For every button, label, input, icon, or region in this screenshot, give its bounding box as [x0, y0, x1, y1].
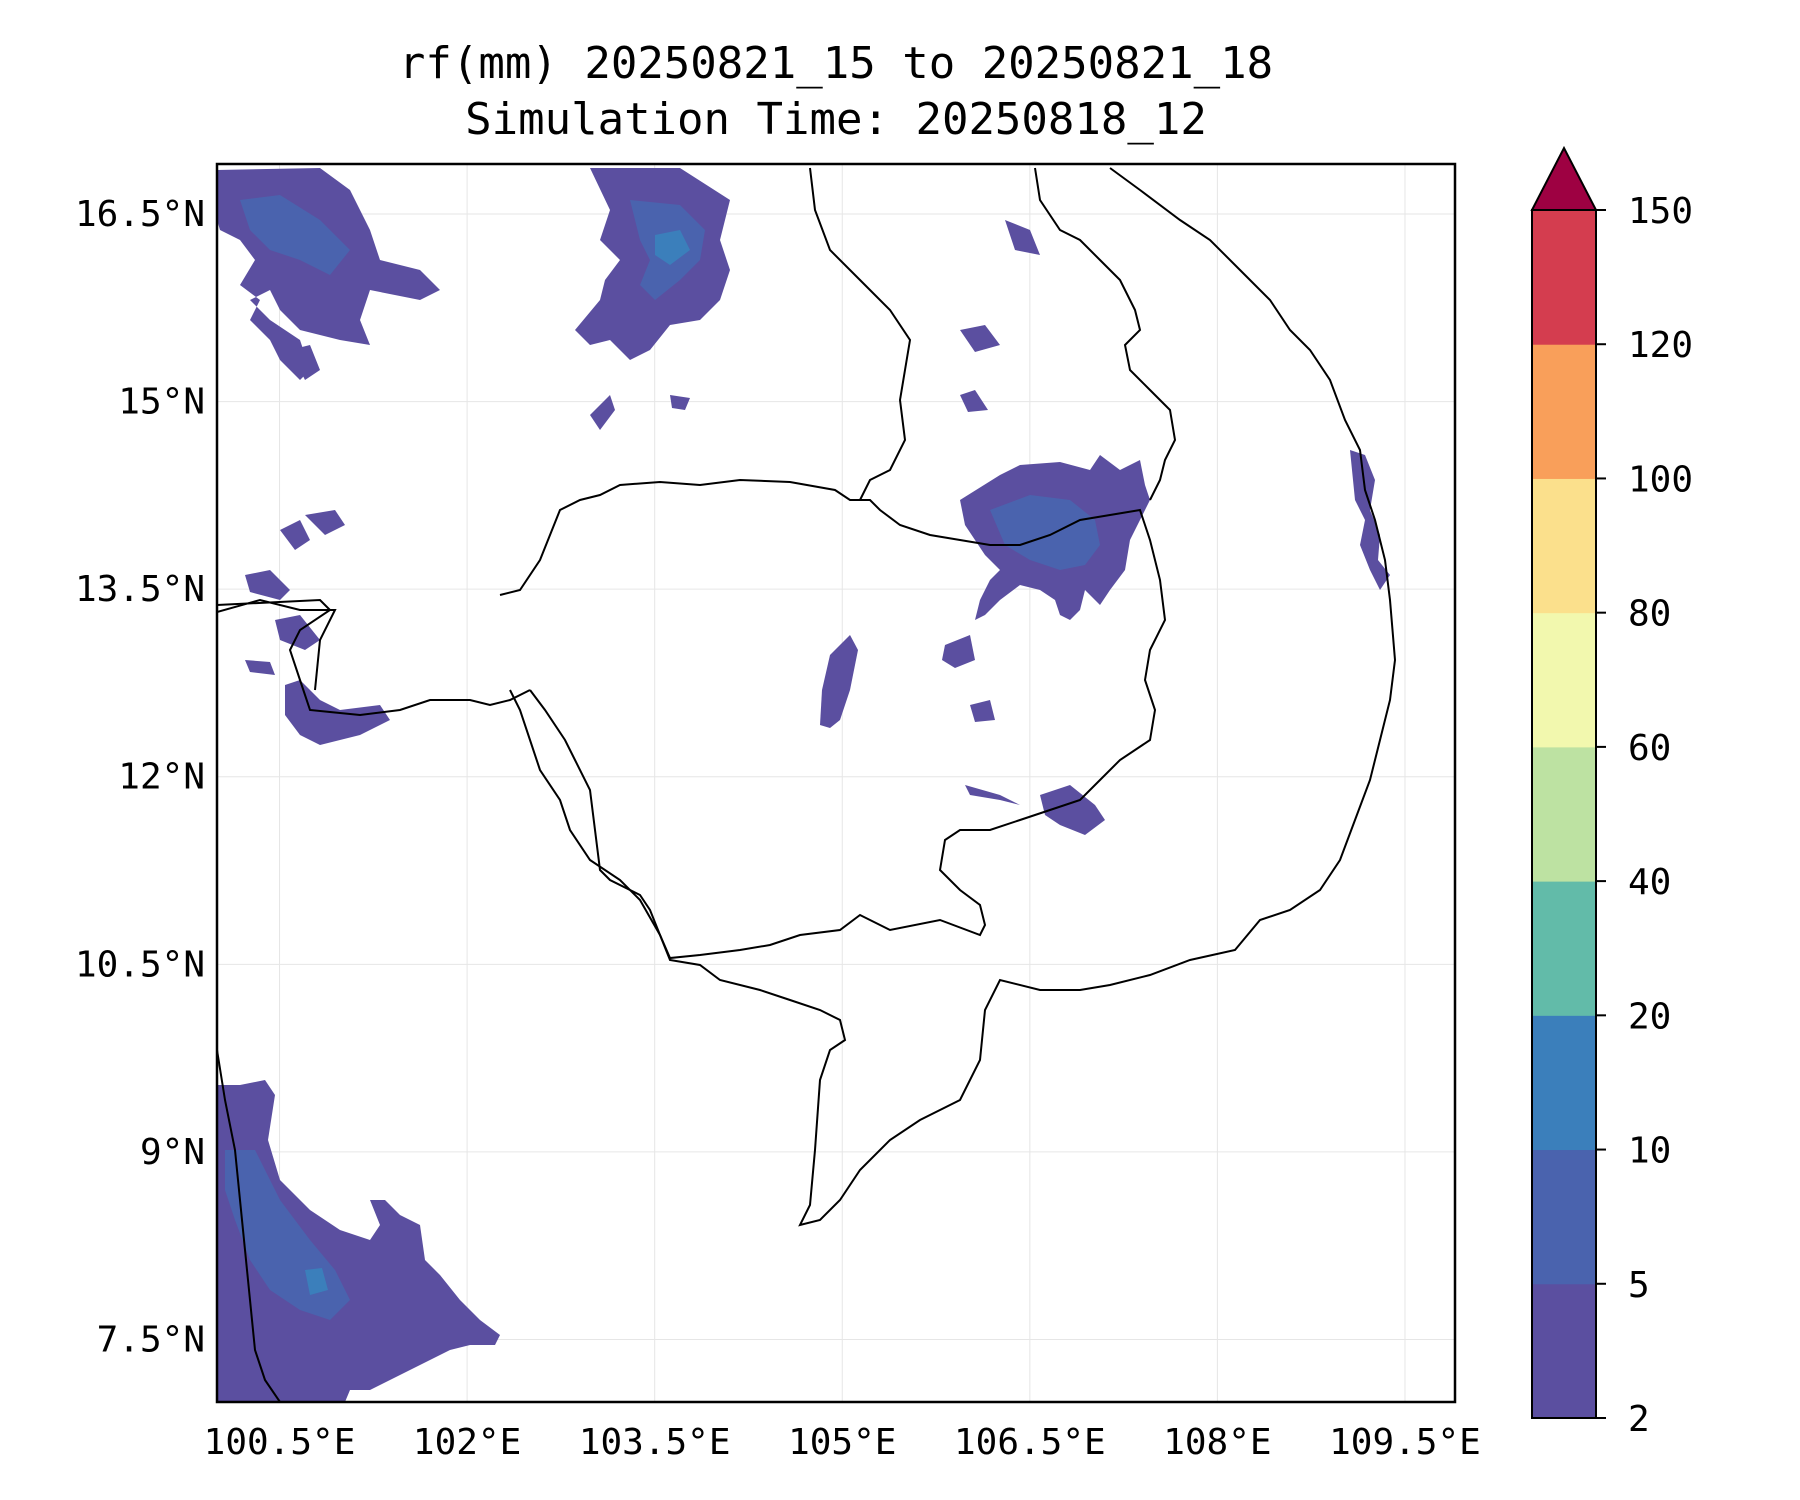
rainfall-area-west-3: [245, 570, 290, 600]
x-tick-label: 109.5°E: [1329, 1422, 1481, 1463]
y-tick-label: 13.5°N: [75, 569, 205, 610]
rainfall-patch-5: [670, 395, 690, 410]
colorbar-tick-label: 60: [1628, 728, 1671, 769]
border-cambodia: [499, 478, 1167, 960]
colorbar-tick-label: 150: [1628, 191, 1693, 232]
colorbar-segment: [1532, 746, 1596, 882]
border-thailand-myanmar: [217, 598, 337, 691]
colorbar-segment: [1532, 478, 1596, 614]
y-tick-label: 16.5°N: [75, 194, 205, 235]
rainfall-patch-4: [590, 395, 615, 430]
colorbar-segment: [1532, 881, 1596, 1016]
colorbar: 2 5 10 20 40 60 80 100 120 150: [1530, 145, 1693, 1440]
gridlines: [217, 164, 1455, 1402]
rainfall-area-southern-peninsula-peak: [305, 1268, 328, 1295]
y-tick-label: 12°N: [118, 757, 205, 798]
colorbar-tick-label: 100: [1628, 459, 1693, 500]
map-background: [217, 164, 1455, 1402]
colorbar-segment: [1532, 344, 1596, 479]
rainfall-area-vietnam-coast: [1350, 450, 1390, 590]
colorbar-ticks: 2 5 10 20 40 60 80 100 120 150: [1596, 191, 1693, 1440]
rainfall-area-southern-peninsula: [217, 1080, 500, 1402]
rainfall-area-west-1: [280, 520, 310, 550]
title-line-1: rf(mm) 20250821_15 to 20250821_18: [399, 38, 1273, 89]
coastline-peninsula: [217, 1049, 281, 1402]
colorbar-tick-label: 120: [1628, 325, 1693, 366]
y-tick-label: 7.5°N: [97, 1319, 205, 1360]
colorbar-segments: [1532, 210, 1596, 1419]
colorbar-tick-label: 10: [1628, 1131, 1671, 1172]
colorbar-tick-label: 40: [1628, 862, 1671, 903]
colorbar-segment: [1532, 1283, 1596, 1419]
y-tick-label: 15°N: [118, 382, 205, 423]
y-tick-label: 10.5°N: [75, 944, 205, 985]
rainfall-area-east-cambodia-1: [942, 635, 975, 668]
rainfall-area-north-central-peak: [655, 230, 690, 265]
rainfall-area-east-cambodia-4: [1040, 785, 1105, 835]
figure-title: rf(mm) 20250821_15 to 20250821_18 Simula…: [399, 38, 1273, 145]
rainfall-patch-1: [1005, 220, 1040, 255]
colorbar-segment: [1532, 612, 1596, 748]
map-frame: [215, 162, 1457, 1404]
colorbar-segment: [1532, 210, 1596, 345]
y-tick-label: 9°N: [140, 1132, 205, 1173]
x-tick-label: 100.5°E: [204, 1422, 356, 1463]
x-axis-ticks: 100.5°E 102°E 103.5°E 105°E 106.5°E 108°E 109.…: [204, 1422, 1481, 1463]
rainfall-area-central-cambodia: [820, 635, 858, 728]
rainfall-area-west-4: [275, 615, 320, 650]
border-laos-thailand: [809, 167, 912, 501]
rainfall-area-west-5: [245, 660, 275, 675]
rainfall-overlay: [217, 168, 1390, 1402]
colorbar-segment: [1532, 1149, 1596, 1285]
border-laos-vietnam: [1034, 167, 1177, 501]
colorbar-frame: [1531, 209, 1597, 1419]
x-tick-label: 103.5°E: [579, 1422, 731, 1463]
colorbar-tick-label: 20: [1628, 996, 1671, 1037]
rainfall-patch-3: [960, 390, 988, 412]
rainfall-patch-2: [960, 325, 1000, 352]
coastline-and-borders: [217, 167, 1397, 1402]
colorbar-tick-label: 5: [1628, 1265, 1650, 1306]
rainfall-area-west-2: [305, 510, 345, 535]
rainfall-area-se-laos-core: [990, 495, 1100, 570]
y-axis-ticks: 16.5°N 15°N 13.5°N 12°N 10.5°N 9°N 7.5°N: [75, 194, 205, 1360]
rainfall-area-nw-small: [290, 345, 320, 380]
colorbar-segment: [1532, 1015, 1596, 1151]
title-line-2: Simulation Time: 20250818_12: [465, 94, 1207, 145]
map-panel: [215, 162, 1457, 1404]
x-tick-label: 106.5°E: [954, 1422, 1106, 1463]
x-tick-label: 105°E: [788, 1422, 896, 1463]
rainfall-area-east-cambodia-2: [970, 700, 995, 722]
x-tick-label: 108°E: [1163, 1422, 1271, 1463]
colorbar-tick-label: 2: [1628, 1399, 1650, 1440]
x-tick-label: 102°E: [413, 1422, 521, 1463]
colorbar-tick-label: 80: [1628, 594, 1671, 635]
coastline-gulf-west: [217, 598, 531, 717]
rainfall-area-east-cambodia-3: [965, 785, 1020, 805]
colorbar-extend-triangle: [1530, 145, 1598, 211]
rainfall-area-nw-thailand-core: [240, 195, 350, 275]
